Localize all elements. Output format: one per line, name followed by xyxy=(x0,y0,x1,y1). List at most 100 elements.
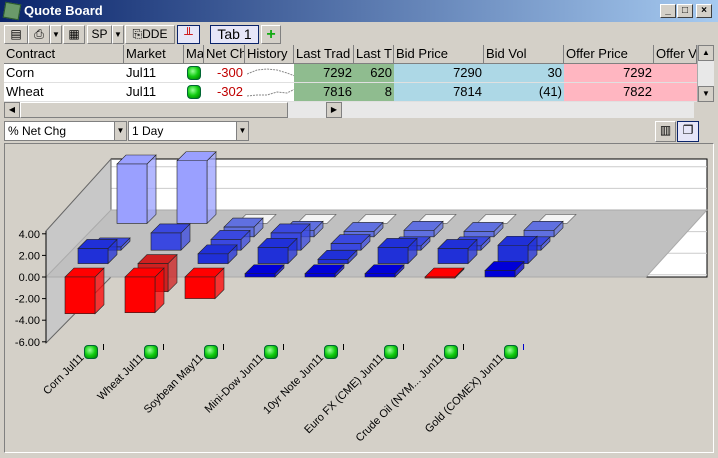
bar xyxy=(364,264,405,278)
close-button[interactable]: × xyxy=(696,4,712,18)
app-logo-icon xyxy=(2,1,22,21)
cell-last-trade: 7292 xyxy=(294,64,354,83)
x-tick xyxy=(163,344,164,350)
chevron-down-icon: ▼ xyxy=(236,122,248,140)
column-header[interactable]: Bid Price xyxy=(394,45,484,64)
bar xyxy=(64,267,105,315)
category-status-led-icon xyxy=(144,345,158,359)
bar-face xyxy=(244,273,276,278)
bar-face xyxy=(64,276,96,315)
category-status-led-icon xyxy=(504,345,518,359)
grid-view-button[interactable]: ▦ xyxy=(63,25,85,44)
x-tick xyxy=(523,344,524,350)
print-dropdown-button[interactable]: ▼ xyxy=(50,25,62,44)
cell-history xyxy=(245,64,294,83)
cell-bid-vol: 30 xyxy=(484,64,564,83)
column-header[interactable]: Offer Price xyxy=(564,45,654,64)
bar-face xyxy=(184,276,216,299)
table-row[interactable]: Corn Jul11 -300 7292 620 7290 30 7292 xyxy=(0,64,697,83)
dde-button[interactable]: ⎘DDE xyxy=(125,25,175,44)
column-header[interactable]: Last T xyxy=(354,45,394,64)
y-tick-label: 4.00 xyxy=(19,229,40,241)
x-tick xyxy=(223,344,224,350)
column-header[interactable]: History xyxy=(245,45,294,64)
bar-chart-button[interactable]: ▥ xyxy=(655,121,676,142)
cell-last-trade: 7816 xyxy=(294,83,354,102)
y-tick-label: 0.00 xyxy=(19,272,40,284)
column-header[interactable]: Last Trad xyxy=(294,45,354,64)
column-header[interactable]: Market xyxy=(124,45,184,64)
status-led-icon xyxy=(187,85,201,99)
sp-dropdown-button[interactable]: ▼ xyxy=(112,25,124,44)
cell-bid-price: 7814 xyxy=(394,83,484,102)
print-button[interactable]: ⎙ xyxy=(28,25,50,44)
x-tick xyxy=(103,344,104,350)
cell-offer-vol xyxy=(654,64,697,83)
bar-face xyxy=(330,243,362,251)
bar xyxy=(437,238,478,265)
bar xyxy=(317,249,358,265)
chart-field-select[interactable]: % Net Chg ▼ xyxy=(4,121,127,141)
minimize-button[interactable]: _ xyxy=(660,4,676,18)
table-row[interactable]: Wheat Jul11 -302 7816 8 7814 (41) 7822 xyxy=(0,83,697,102)
cell-last-t: 620 xyxy=(354,64,394,83)
cell-bid-price: 7290 xyxy=(394,64,484,83)
cell-contract: Corn xyxy=(4,64,124,83)
chart-toggle-button[interactable]: ╨ xyxy=(177,25,200,44)
bar xyxy=(116,154,157,225)
bar-face xyxy=(176,160,208,224)
chart-period-select[interactable]: 1 Day ▼ xyxy=(128,121,249,141)
vertical-scrollbar[interactable]: ▲ ▼ xyxy=(697,45,714,102)
bar-face xyxy=(206,151,217,225)
properties-button[interactable]: ▤ xyxy=(4,25,28,44)
bar-face xyxy=(146,154,157,225)
horizontal-scrollbar[interactable]: ◀ ▶ xyxy=(4,102,694,118)
chart-period-value: 1 Day xyxy=(132,124,164,138)
bar-face xyxy=(523,230,555,238)
y-tick-label: 2.00 xyxy=(19,250,40,262)
column-header[interactable]: Ma xyxy=(184,45,204,64)
bar-face xyxy=(377,247,409,264)
bar xyxy=(484,260,525,278)
bar-face xyxy=(197,253,229,264)
sparkline-icon xyxy=(246,68,294,77)
maximize-button[interactable]: □ xyxy=(677,4,693,18)
3d-bar-chart: 4.00 2.00 0.00 -2.00 -4.00 -6.00 xyxy=(15,151,709,349)
x-tick xyxy=(463,344,464,350)
cell-market: Jul11 xyxy=(124,83,184,102)
bar xyxy=(184,267,225,300)
category-status-led-icon xyxy=(84,345,98,359)
bar-face xyxy=(437,248,469,264)
status-led-icon xyxy=(187,66,201,80)
category-status-led-icon xyxy=(204,345,218,359)
bar-face xyxy=(424,276,456,279)
bar xyxy=(330,233,371,251)
sp-button[interactable]: SP xyxy=(87,25,112,44)
bar xyxy=(244,264,285,278)
category-status-led-icon xyxy=(384,345,398,359)
title-bar: Quote Board _ □ × xyxy=(0,0,718,22)
cell-offer-price: 7292 xyxy=(564,64,654,83)
cell-market: Jul11 xyxy=(124,64,184,83)
cell-last-t: 8 xyxy=(354,83,394,102)
bar xyxy=(403,220,444,238)
bar xyxy=(463,221,504,238)
window-title: Quote Board xyxy=(24,3,103,18)
column-header[interactable]: Bid Vol xyxy=(484,45,564,64)
bar-face xyxy=(403,230,435,238)
bar xyxy=(150,223,191,251)
tab-1[interactable]: Tab 1 xyxy=(210,25,259,44)
column-header[interactable]: Offer Vo xyxy=(654,45,697,64)
bar xyxy=(424,267,465,279)
category-status-led-icon xyxy=(444,345,458,359)
bar-face xyxy=(77,248,109,264)
column-header[interactable]: Net Ch xyxy=(204,45,245,64)
bar-face xyxy=(124,276,156,313)
cell-history xyxy=(245,83,294,102)
bar xyxy=(377,237,418,265)
cell-market-status xyxy=(184,64,204,83)
column-header[interactable]: Contract xyxy=(4,45,124,64)
bar-face xyxy=(364,273,396,278)
3d-chart-button[interactable]: ❐ xyxy=(677,121,699,142)
add-tab-button[interactable]: + xyxy=(261,25,281,44)
